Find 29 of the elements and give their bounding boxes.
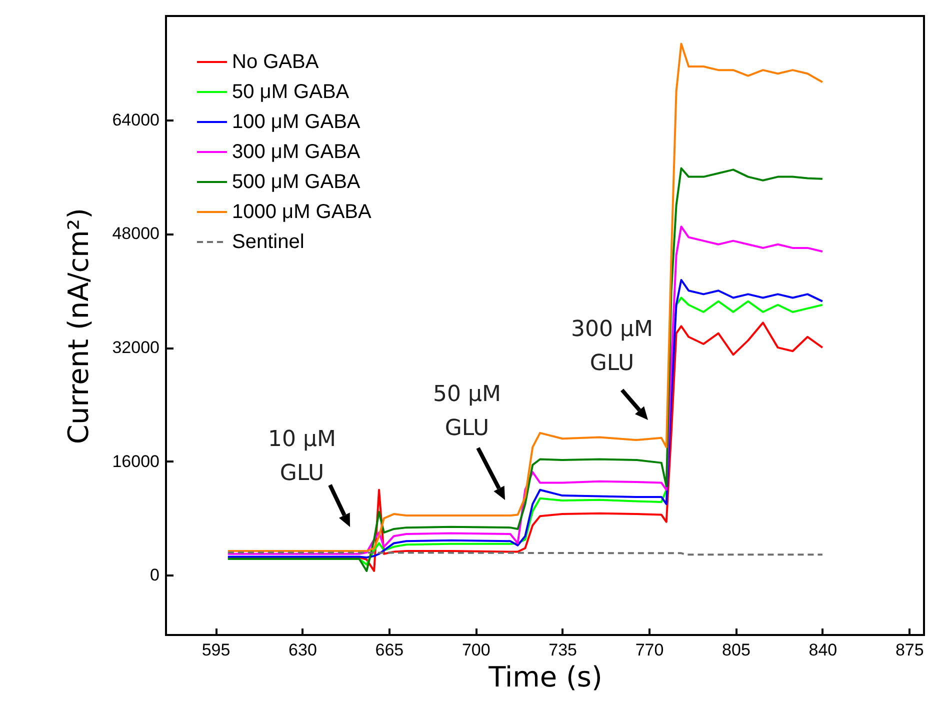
x-tick-label: 595 [202, 640, 230, 660]
annotation: 10 μM GLU [268, 427, 336, 486]
y-tick-label: 0 [150, 566, 160, 585]
line-series [226, 226, 824, 555]
x-tick-label: 805 [722, 640, 750, 660]
legend-label: 300 μM GABA [232, 141, 361, 163]
legend-label: No GABA [232, 51, 320, 73]
y-tick-label: 48000 [112, 224, 160, 244]
legend-label: 1000 μM GABA [232, 201, 372, 223]
legend-label: 500 μM GABA [232, 171, 361, 193]
x-axis-title: Time (s) [488, 660, 602, 694]
y-tick-label: 16000 [112, 452, 160, 471]
line-series [226, 167, 824, 572]
x-tick-label: 840 [808, 640, 838, 660]
y-tick-label: 64000 [112, 110, 160, 130]
legend-label: 100 μM GABA [232, 111, 361, 133]
y-axis-title: Current (nA/cm²) [62, 208, 96, 444]
legend-label: Sentinel [232, 231, 304, 253]
annotation: 300 μM GLU [571, 317, 653, 376]
x-tick-label: 770 [635, 640, 664, 660]
annotation: 50 μM GLU [433, 382, 501, 441]
x-tick-label: 700 [462, 640, 490, 660]
legend-label: 50 μM GABA [232, 81, 350, 103]
x-tick-label: 735 [548, 640, 578, 660]
y-tick-label: 32000 [112, 338, 160, 358]
x-tick-label: 630 [288, 640, 317, 660]
line-series [226, 42, 824, 552]
x-tick-label: 665 [375, 640, 404, 660]
x-tick-label: 875 [895, 640, 924, 660]
